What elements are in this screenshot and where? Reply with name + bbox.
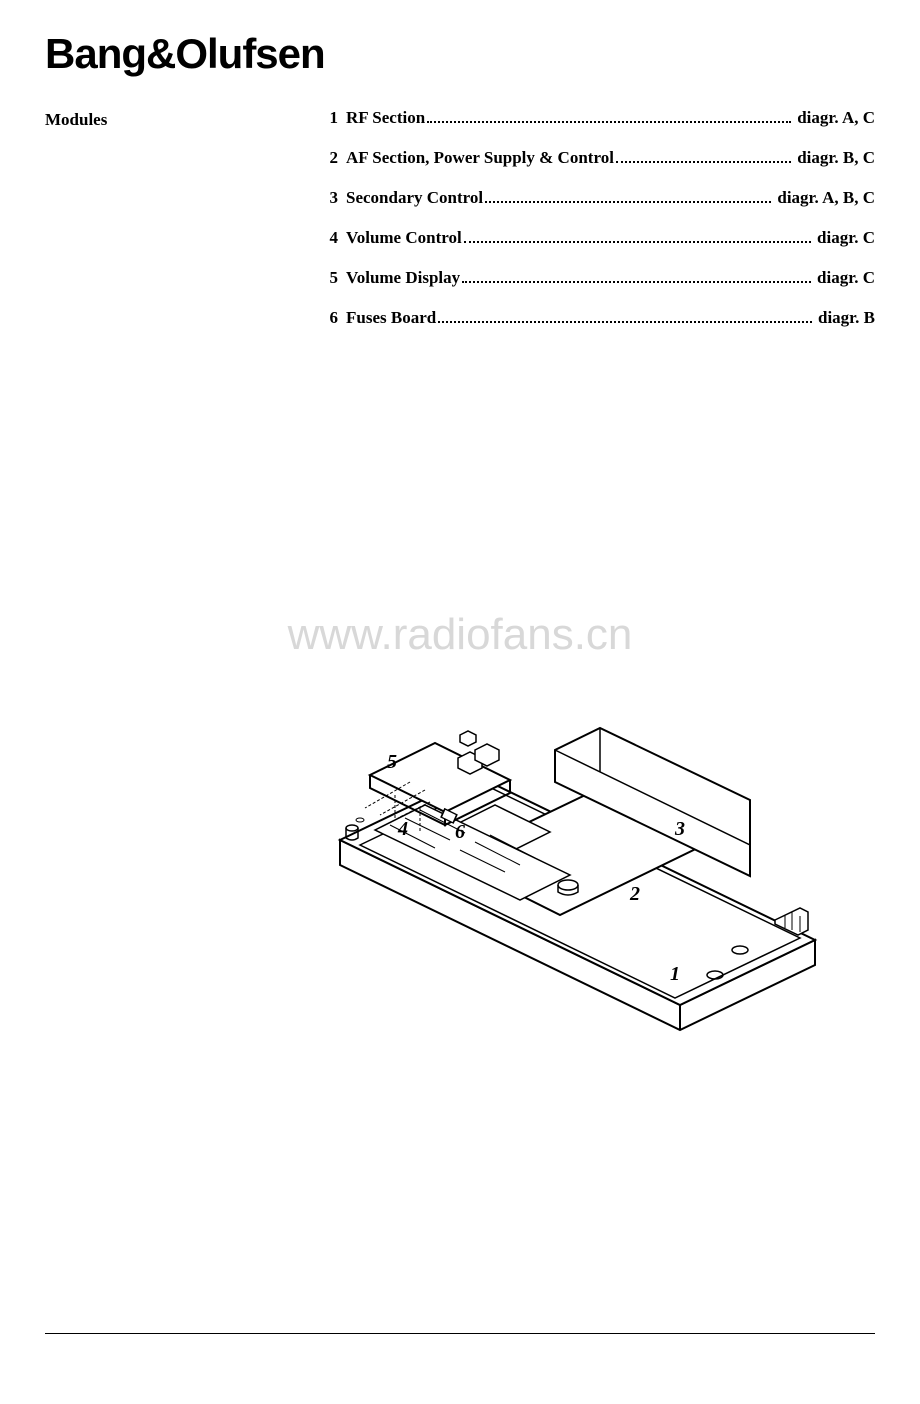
module-row: 1 RF Section diagr. A, C <box>320 108 875 128</box>
annotation-2: 2 <box>629 883 640 905</box>
device-exploded-svg: 5 4 6 3 2 1 <box>320 720 830 1040</box>
annotation-4: 4 <box>397 818 408 840</box>
leader-dots <box>427 121 791 123</box>
bottom-rule <box>45 1333 875 1334</box>
content-row: Modules 1 RF Section diagr. A, C 2 AF Se… <box>45 108 875 348</box>
module-row: 5 Volume Display diagr. C <box>320 268 875 288</box>
leader-dots <box>616 161 791 163</box>
annotation-5: 5 <box>387 751 397 773</box>
module-name: Secondary Control <box>346 188 483 208</box>
leader-dots <box>462 281 811 283</box>
module-ref: diagr. B, C <box>797 148 875 168</box>
module-ref: diagr. C <box>817 268 875 288</box>
module-ref: diagr. B <box>818 308 875 328</box>
module-ref: diagr. C <box>817 228 875 248</box>
exploded-diagram: 5 4 6 3 2 1 <box>320 720 830 1040</box>
module-num: 5 <box>320 268 338 288</box>
module-name: RF Section <box>346 108 425 128</box>
leader-dots <box>485 201 771 203</box>
module-row: 2 AF Section, Power Supply & Control dia… <box>320 148 875 168</box>
module-num: 3 <box>320 188 338 208</box>
module-ref: diagr. A, B, C <box>777 188 875 208</box>
module-num: 1 <box>320 108 338 128</box>
module-row: 4 Volume Control diagr. C <box>320 228 875 248</box>
modules-list: 1 RF Section diagr. A, C 2 AF Section, P… <box>320 108 875 348</box>
annotation-6: 6 <box>455 821 465 843</box>
module-row: 3 Secondary Control diagr. A, B, C <box>320 188 875 208</box>
module-num: 4 <box>320 228 338 248</box>
module-name: Fuses Board <box>346 308 436 328</box>
module-row: 6 Fuses Board diagr. B <box>320 308 875 328</box>
leader-dots <box>438 321 812 323</box>
brand-title: Bang&Olufsen <box>45 30 875 78</box>
annotation-3: 3 <box>674 818 685 840</box>
module-num: 2 <box>320 148 338 168</box>
section-label: Modules <box>45 108 320 130</box>
module-num: 6 <box>320 308 338 328</box>
module-ref: diagr. A, C <box>797 108 875 128</box>
watermark: www.radiofans.cn <box>0 610 920 660</box>
module-name: AF Section, Power Supply & Control <box>346 148 614 168</box>
module-name: Volume Display <box>346 268 460 288</box>
annotation-1: 1 <box>670 963 680 985</box>
leader-dots <box>464 241 811 243</box>
module-name: Volume Control <box>346 228 462 248</box>
